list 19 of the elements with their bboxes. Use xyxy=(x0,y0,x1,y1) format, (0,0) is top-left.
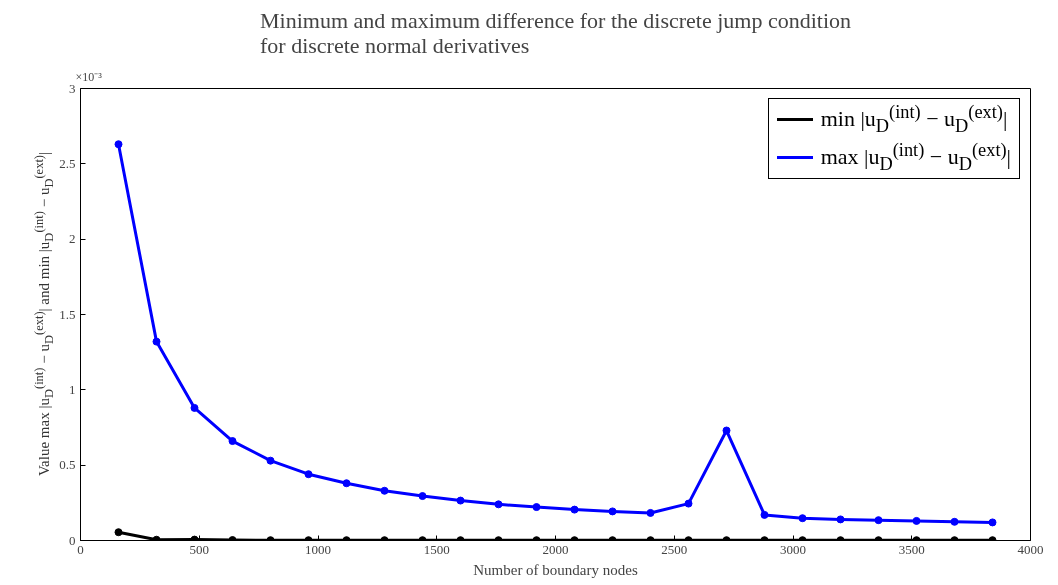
y-tick-label: 1 xyxy=(69,381,76,397)
y-tick-label: 3 xyxy=(69,80,76,96)
x-tick-label: 2500 xyxy=(661,541,688,557)
legend-label: min |u$_{D}$$^{(int)}$ − u$_{D}$$^{(ext)}$| xyxy=(820,101,1008,138)
y-tick-label: 0.5 xyxy=(59,457,76,473)
legend-label: max |u$_{D}$$^{(int)}$ − u$_{D}$$^{(ext)}$| xyxy=(820,138,1011,176)
y-tick-label: 1.5 xyxy=(59,306,76,322)
x-axis-title: Number of boundary nodes xyxy=(473,561,638,578)
chart-title: Minimum and maximum difference for the discrete jump condition for discrete normal derivatives xyxy=(260,7,852,58)
text: ×10⁻³ xyxy=(75,69,103,84)
x-tick-label: 1000 xyxy=(305,541,331,557)
x-tick-label: 500 xyxy=(189,541,209,557)
x-tick-label: 3500 xyxy=(898,541,925,557)
x-tick-label: 4000 xyxy=(1017,541,1044,557)
x-tick-label: 1500 xyxy=(423,541,450,557)
y-tick-label: 2.5 xyxy=(59,155,76,171)
x-tick-label: 3000 xyxy=(780,541,806,557)
x-tick-label: 2000 xyxy=(542,541,569,557)
y-tick-label: 2 xyxy=(69,231,76,247)
